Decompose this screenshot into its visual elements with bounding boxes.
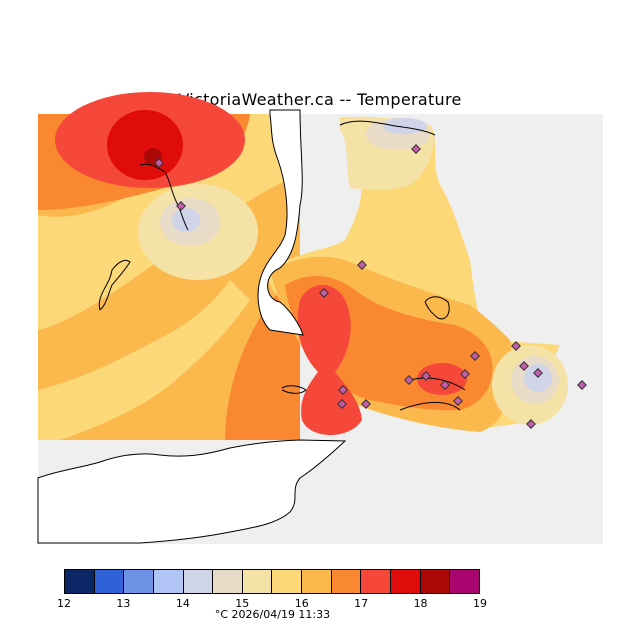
zone-16-5-band bbox=[38, 385, 190, 440]
legend-tick-label: 19 bbox=[473, 597, 487, 610]
legend-swatch bbox=[213, 570, 243, 593]
south-island bbox=[37, 439, 347, 544]
coast-inlet bbox=[339, 120, 436, 136]
legend-tick-label: 15 bbox=[235, 597, 250, 610]
coast-west-isle bbox=[98, 259, 131, 311]
legend-swatch bbox=[391, 570, 421, 593]
legend-swatch bbox=[183, 570, 214, 593]
legend-swatch bbox=[124, 570, 154, 593]
station-marker[interactable] bbox=[154, 158, 164, 168]
legend-swatch bbox=[361, 570, 392, 593]
zone-14-cell bbox=[172, 208, 200, 232]
coast-lake bbox=[424, 296, 450, 320]
east-contours bbox=[268, 116, 568, 435]
west-contours bbox=[38, 92, 300, 440]
stations bbox=[154, 144, 587, 429]
station-marker[interactable] bbox=[526, 419, 536, 429]
zone-16-lower-band bbox=[38, 280, 250, 440]
legend-tick-label: 18 bbox=[413, 597, 428, 610]
legend-swatch bbox=[331, 570, 362, 593]
station-marker[interactable] bbox=[533, 368, 543, 378]
station-marker[interactable] bbox=[511, 341, 521, 351]
station-marker[interactable] bbox=[319, 288, 329, 298]
legend-swatch bbox=[450, 570, 479, 593]
legend-tick-label: 13 bbox=[116, 597, 131, 610]
coast-north-cape bbox=[139, 163, 189, 231]
legend-swatch bbox=[420, 570, 451, 593]
legend-tick-label: 14 bbox=[175, 597, 190, 610]
legend-swatch bbox=[242, 570, 273, 593]
legend-caption: °C 2026/04/19 11:33 bbox=[214, 608, 331, 621]
legend-swatch bbox=[302, 570, 332, 593]
color-legend bbox=[64, 569, 480, 594]
zone-17-5-east bbox=[297, 285, 362, 435]
legend-tick-label: 12 bbox=[57, 597, 71, 610]
station-marker[interactable] bbox=[421, 371, 431, 381]
legend-swatch bbox=[94, 570, 125, 593]
station-marker[interactable] bbox=[357, 260, 367, 270]
station-marker[interactable] bbox=[453, 396, 463, 406]
station-marker[interactable] bbox=[470, 351, 480, 361]
coastlines bbox=[98, 120, 466, 411]
station-marker[interactable] bbox=[338, 385, 348, 395]
coast-islet bbox=[281, 385, 307, 394]
zone-14-se bbox=[524, 364, 552, 392]
station-marker[interactable] bbox=[176, 201, 186, 211]
legend-swatch bbox=[153, 570, 184, 593]
map-title: VictoriaWeather.ca -- Temperature bbox=[178, 90, 462, 109]
coast-east bbox=[399, 377, 466, 411]
station-marker[interactable] bbox=[404, 375, 414, 385]
legend-swatch bbox=[65, 570, 95, 593]
station-marker[interactable] bbox=[411, 144, 421, 154]
legend-swatch bbox=[272, 570, 303, 593]
station-marker[interactable] bbox=[337, 399, 347, 409]
zone-14-ne bbox=[383, 118, 427, 134]
land-masses bbox=[37, 109, 347, 544]
station-marker[interactable] bbox=[577, 380, 587, 390]
zone-18-north bbox=[107, 110, 183, 180]
station-marker[interactable] bbox=[440, 380, 450, 390]
north-island bbox=[257, 109, 304, 336]
zone-17-5-saanich bbox=[417, 363, 467, 395]
legend-tick-label: 16 bbox=[294, 597, 309, 610]
station-marker[interactable] bbox=[361, 399, 371, 409]
station-marker[interactable] bbox=[460, 369, 470, 379]
legend-tick-label: 17 bbox=[354, 597, 369, 610]
station-marker[interactable] bbox=[519, 361, 529, 371]
